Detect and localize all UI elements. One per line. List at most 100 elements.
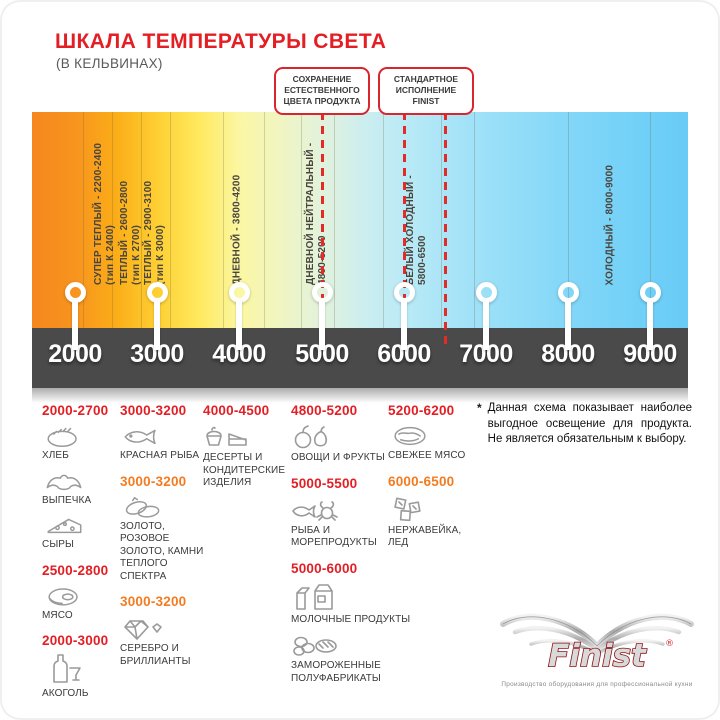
meat-icon — [48, 587, 78, 606]
category-group: 2500-2800 МЯСО — [42, 563, 118, 623]
kelvin-scale: СУПЕР ТЕПЛЫЙ - 2200-2400 (тип К 2400) ТЕП… — [32, 112, 688, 412]
pastry-icon — [46, 474, 82, 490]
food-item-label: МОЛОЧНЫЕ ПРОДУКТЫ — [291, 613, 411, 625]
band-divider — [301, 112, 302, 328]
food-item-label: НЕРЖАВЕЙКА, ЛЕД — [388, 524, 462, 549]
band-divider — [141, 112, 142, 328]
scale-pin-stem — [483, 300, 489, 350]
dessert-icon — [206, 426, 247, 446]
scale-pin-stem — [565, 300, 571, 350]
food-item: ХЛЕБ — [42, 423, 118, 463]
scale-pin-stem — [236, 300, 242, 350]
band-label-super-warm: СУПЕР ТЕПЛЫЙ - 2200-2400 (тип К 2400) — [92, 142, 116, 285]
scale-pin-stem — [154, 300, 160, 350]
band-divider — [83, 112, 84, 328]
food-item-label: МЯСО — [42, 609, 73, 621]
food-item: ВЫПЕЧКА — [42, 468, 118, 508]
axis-bar-shadow — [32, 388, 688, 403]
dashed-marker-6000k — [402, 112, 406, 350]
registered-mark: ® — [665, 639, 674, 649]
food-item: РЫБА И МОРЕПРОДУКТЫ — [291, 496, 391, 550]
category-group: 3000-3200 КРАСНАЯ РЫБА — [120, 403, 204, 463]
food-item-label: ЗОЛОТО, РОЗОВОЕ ЗОЛОТО, КАМНИ ТЕПЛОГО СП… — [120, 520, 204, 582]
category-column: 5200-6200 СВЕЖЕЕ МЯСО 6000-6500 НЕ — [388, 401, 476, 561]
band-label-daylight: ДНЕВНОЙ - 3800-4200 — [231, 174, 243, 285]
footnote-asterisk: * — [477, 401, 482, 415]
band-divider — [112, 112, 113, 328]
scale-pin-stem — [72, 300, 78, 350]
alcohol-icon — [53, 654, 81, 683]
food-item-label: СЫРЫ — [42, 539, 74, 550]
vegetables-icon — [294, 425, 328, 449]
band-divider — [170, 112, 171, 328]
food-item-label: АКОГОЛЬ — [42, 688, 89, 699]
dairy-icon — [296, 583, 333, 610]
range-badge: 6000-6500 — [388, 473, 455, 489]
category-group: 4800-5200 ОВОЩИ И ФРУКТЫ — [291, 403, 391, 465]
footnote: * Данная схема показывает наиболее выгод… — [477, 401, 692, 448]
food-item: СЫРЫ — [42, 512, 118, 552]
fresh-meat-icon — [394, 426, 426, 446]
page-subtitle: (В КЕЛЬВИНАХ) — [56, 56, 163, 71]
range-badge: 2000-2700 — [42, 403, 109, 418]
callout-preserve-color: СОХРАНЕНИЕ ЕСТЕСТВЕННОГО ЦВЕТА ПРОДУКТА — [274, 67, 370, 115]
callout-standard-finist: СТАНДАРТНОЕ ИСПОЛНЕНИЕ FINIST — [378, 67, 474, 115]
food-item-label: СЕРЕБРО И БРИЛЛИАНТЫ — [120, 643, 191, 667]
range-badge: 3000-3200 — [120, 594, 187, 609]
finist-logo: Finist ® Производство оборудования для п… — [497, 600, 697, 688]
category-group: 2000-2700 ХЛЕБ ВЫПЕЧКА СЫРЫ — [42, 403, 118, 552]
finist-wings-icon: Finist ® — [500, 613, 694, 675]
ice-icon — [394, 496, 421, 521]
bread-icon — [47, 427, 77, 447]
logo-tagline: Производство оборудования для профессион… — [501, 681, 693, 688]
range-badge: 2000-3000 — [42, 633, 109, 648]
food-item-label: ВЫПЕЧКА — [42, 494, 92, 506]
food-item-label: ЗАМОРОЖЕННЫЕ ПОЛУФАБРИКАТЫ — [291, 660, 381, 684]
band-divider — [383, 112, 384, 328]
food-item: КРАСНАЯ РЫБА — [120, 423, 204, 463]
band-label-neutral-daylight: ДНЕВНОЙ НЕЙТРАЛЬНЫЙ -4800-5200 — [304, 142, 328, 285]
band-divider — [441, 112, 442, 328]
food-item-label: ХЛЕБ — [42, 450, 69, 461]
category-column: 2000-2700 ХЛЕБ ВЫПЕЧКА СЫРЫ — [42, 401, 118, 712]
dashed-marker-5000k — [320, 112, 324, 350]
category-column: 3000-3200 КРАСНАЯ РЫБА 3000-3200 ЗОЛОТО,… — [120, 401, 204, 679]
seafood-icon — [292, 500, 338, 521]
category-group: 6000-6500 НЕРЖАВЕЙКА, ЛЕД — [388, 474, 476, 550]
band-divider — [334, 112, 335, 328]
food-item: ДЕСЕРТЫ И КОНДИТЕРСКИЕ ИЗДЕЛИЯ — [203, 423, 291, 490]
page-title: ШКАЛА ТЕМПЕРАТУРЫ СВЕТА — [55, 30, 387, 53]
category-group: 3000-3200 ЗОЛОТО, РОЗОВОЕ ЗОЛОТО, КАМНИ … — [120, 474, 204, 584]
range-badge: 5000-5500 — [291, 475, 358, 491]
food-item: НЕРЖАВЕЙКА, ЛЕД — [388, 494, 476, 550]
food-item-label: ДЕСЕРТЫ И КОНДИТЕРСКИЕ ИЗДЕЛИЯ — [203, 452, 286, 488]
red-fish-icon — [124, 429, 156, 445]
food-item: АКОГОЛЬ — [42, 653, 118, 701]
range-badge: 4000-4500 — [203, 403, 270, 418]
range-badge: 4800-5200 — [291, 403, 358, 418]
band-label-warm-2700: ТЕПЛЫЙ - 2600-2800 (тип К 2700) — [118, 180, 142, 285]
dashed-marker-6500k — [443, 112, 447, 350]
band-label-warm-3000: ТЕПЛЫЙ - 2900-3100 (тип К 3000) — [142, 180, 166, 285]
category-group: 5200-6200 СВЕЖЕЕ МЯСО — [388, 403, 476, 463]
food-item-label: РЫБА И МОРЕПРОДУКТЫ — [291, 524, 377, 549]
band-divider — [264, 112, 265, 328]
category-column: 4800-5200 ОВОЩИ И ФРУКТЫ 5000-5500 РЫБА … — [291, 401, 411, 696]
category-group: 5000-6000 МОЛОЧНЫЕ ПРОДУКТЫ ЗАМОРОЖЕННЫ — [291, 561, 411, 686]
food-item: ЗОЛОТО, РОЗОВОЕ ЗОЛОТО, КАМНИ ТЕПЛОГО СП… — [120, 494, 204, 584]
food-item-label: СВЕЖЕЕ МЯСО — [388, 450, 466, 461]
category-column: 4000-4500 ДЕСЕРТЫ И КОНДИТЕРСКИЕ ИЗДЕЛИЯ — [203, 401, 291, 501]
scale-pin-stem — [647, 300, 653, 350]
category-group: 3000-3200 СЕРЕБРО И БРИЛЛИАНТЫ — [120, 594, 204, 668]
band-label-cold: ХОЛОДНЫЙ - 8000-9000 — [604, 164, 616, 285]
band-divider — [223, 112, 224, 328]
category-group: 5000-5500 РЫБА И МОРЕПРОДУКТЫ — [291, 476, 391, 550]
food-item: СВЕЖЕЕ МЯСО — [388, 423, 476, 463]
footnote-text: Данная схема показывает наиболее выгодно… — [487, 402, 692, 446]
rings-icon — [125, 496, 160, 518]
food-item: МОЛОЧНЫЕ ПРОДУКТЫ — [291, 581, 411, 627]
cheese-icon — [47, 518, 82, 534]
food-item-label: КРАСНАЯ РЫБА — [120, 450, 200, 461]
frozen-icon — [293, 636, 337, 656]
category-group: 4000-4500 ДЕСЕРТЫ И КОНДИТЕРСКИЕ ИЗДЕЛИЯ — [203, 403, 291, 490]
